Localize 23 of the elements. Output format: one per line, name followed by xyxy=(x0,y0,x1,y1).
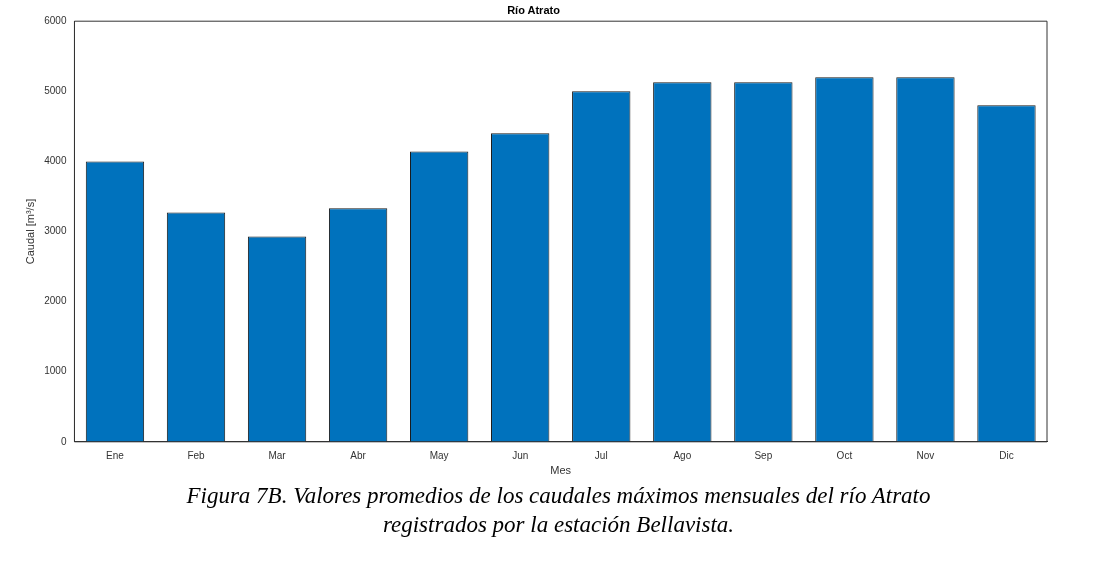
y-axis-title: Caudal [m³/s] xyxy=(23,198,36,265)
x-tick-label: Ago xyxy=(673,449,692,461)
y-tick-label: 4000 xyxy=(44,155,67,167)
x-tick-label: Dic xyxy=(999,449,1014,461)
x-axis-title: Mes xyxy=(550,464,572,477)
chart-title: Río Atrato xyxy=(507,3,561,16)
x-tick-label: Sep xyxy=(754,449,773,461)
x-tick-label: Jun xyxy=(512,449,529,461)
x-tick-label: Feb xyxy=(187,449,206,461)
y-tick-label: 0 xyxy=(60,435,67,447)
x-tick-label: Nov xyxy=(916,449,935,461)
x-tick-label: Mar xyxy=(268,449,287,461)
y-tick-label: 5000 xyxy=(44,85,67,97)
y-tick-label: 2000 xyxy=(44,295,67,307)
y-tick-label: 3000 xyxy=(44,225,67,237)
x-tick-label: Abr xyxy=(350,449,367,461)
x-tick-label: Oct xyxy=(836,449,853,461)
y-tick-label: 1000 xyxy=(44,365,67,377)
x-tick-label: Jul xyxy=(594,449,608,461)
x-tick-label: May xyxy=(429,449,449,461)
text: Figura 7B. Valores promedios de los caudales máximos mensuales del río Atrato registrados por la estación Bellavista. xyxy=(185,482,932,539)
x-tick-label: Ene xyxy=(106,449,125,461)
y-tick-label: 6000 xyxy=(44,14,67,26)
